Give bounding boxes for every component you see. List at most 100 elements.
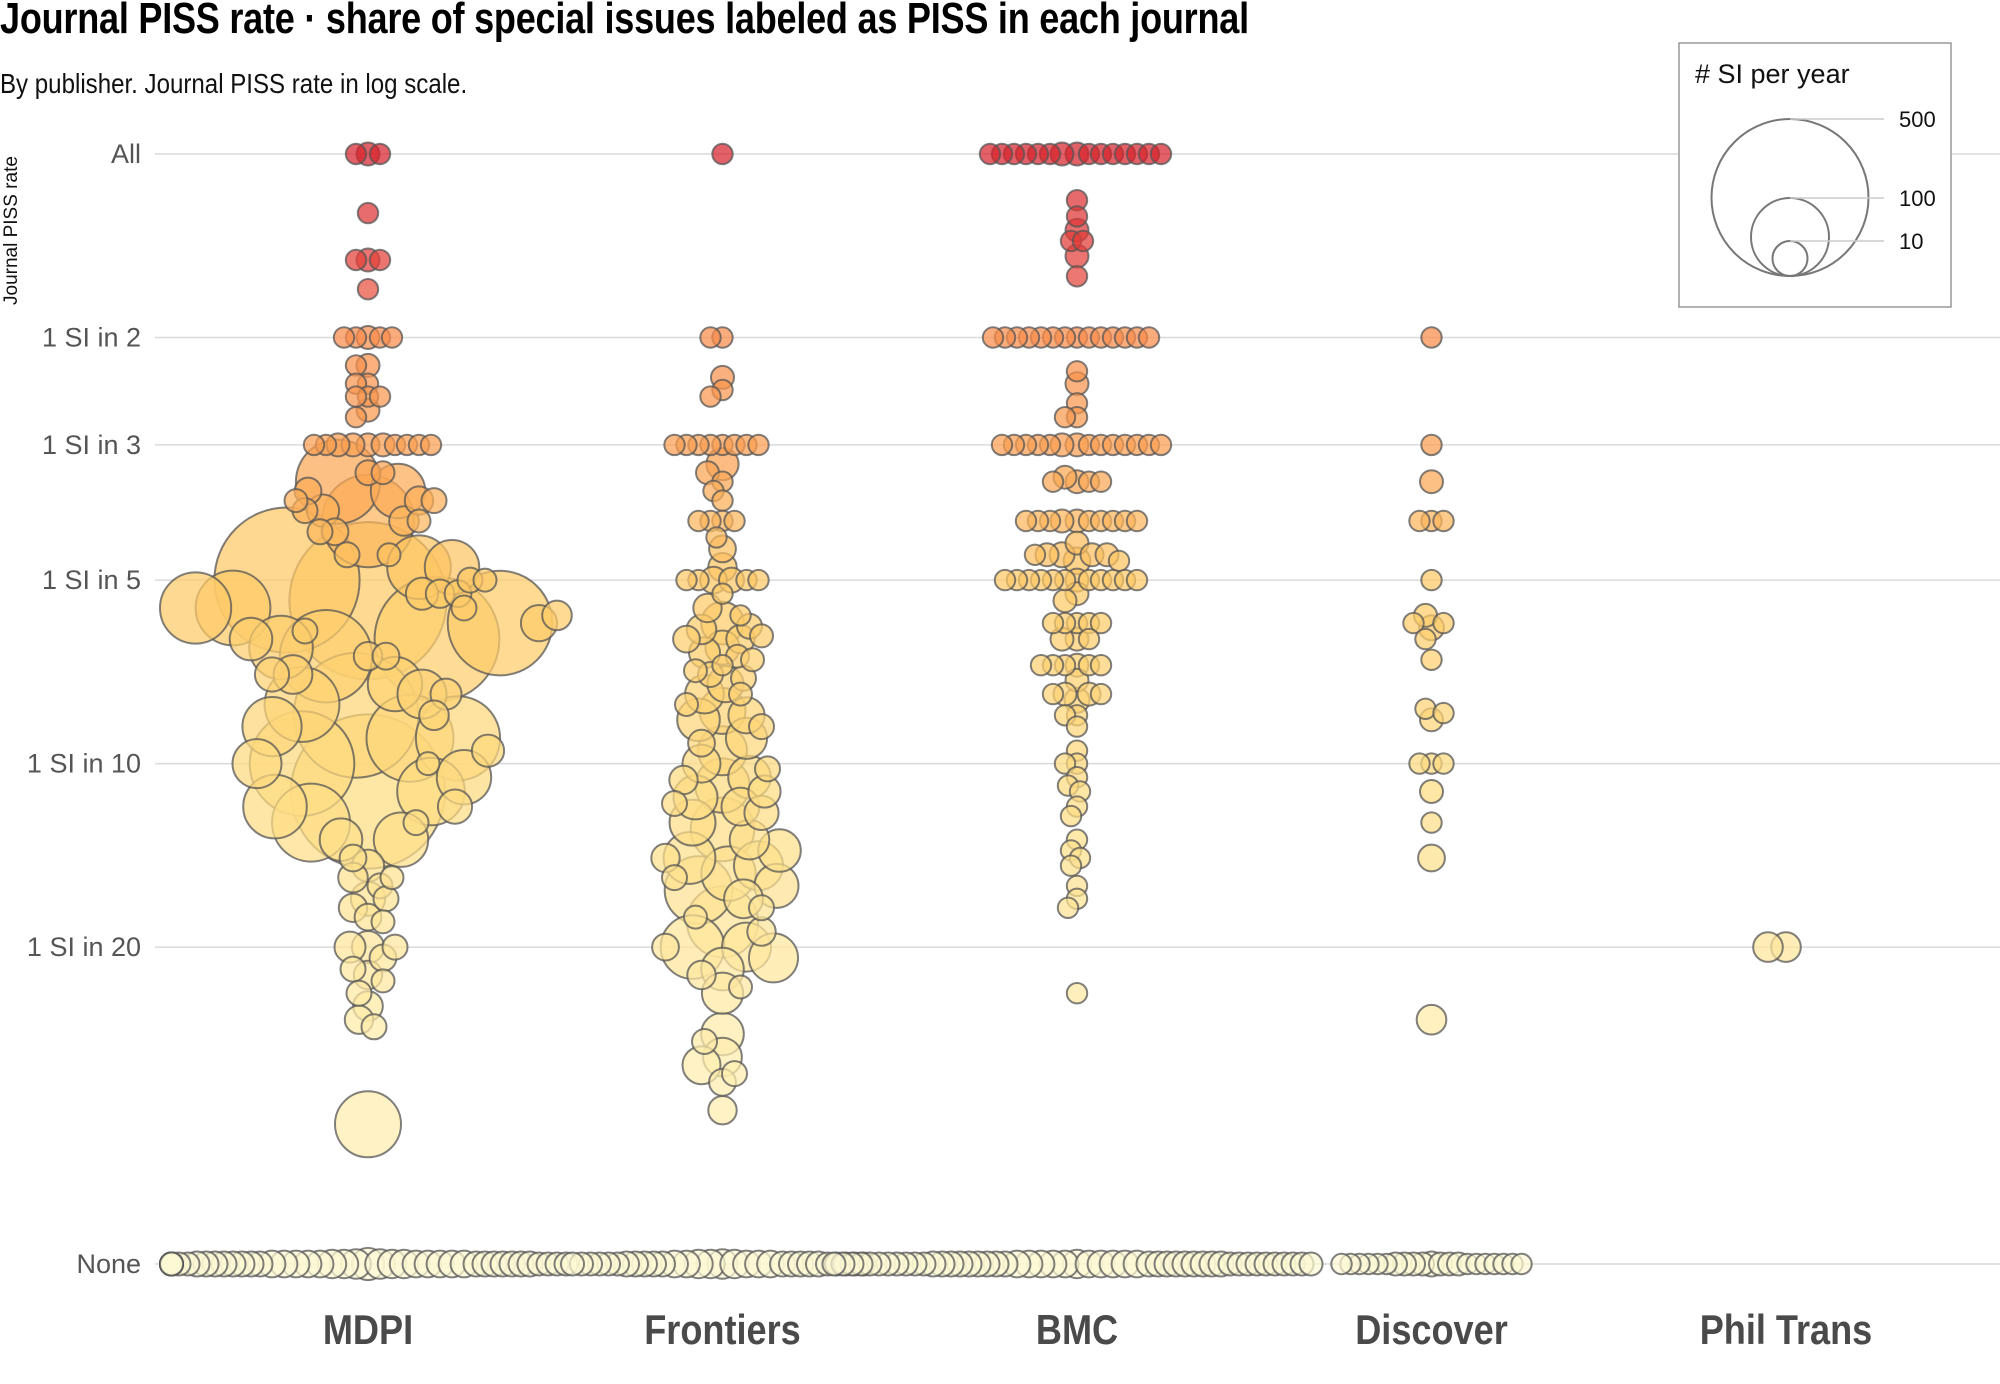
bubble-frontiers <box>691 1028 718 1055</box>
bubble-discover <box>1420 433 1443 457</box>
y-axis-label: Journal PISS rate <box>1 156 22 305</box>
bubble-discover <box>1432 701 1455 725</box>
bubble-frontiers <box>749 623 774 649</box>
bubble-mdpi <box>450 594 478 622</box>
bubble-discover <box>1408 752 1431 775</box>
x-category-label: Discover <box>1355 1308 1508 1354</box>
bubble-bmc <box>1089 611 1113 635</box>
bubble-discover <box>1417 843 1446 873</box>
bubble-frontiers <box>746 916 777 947</box>
bubble-frontiers <box>723 509 746 533</box>
legend-value-label: 500 <box>1899 107 1936 132</box>
y-tick-label: 1 SI in 10 <box>27 749 141 779</box>
bubble-mdpi <box>344 142 368 166</box>
bubble-mdpi <box>376 542 402 568</box>
bubble-mdpi <box>283 488 309 514</box>
bubble-frontiers <box>705 526 728 549</box>
bubble-discover <box>1420 568 1443 592</box>
bubble-mdpi <box>420 487 448 515</box>
bubble-mdpi <box>332 326 356 349</box>
bubble-mdpi <box>231 738 283 790</box>
bubble-mdpi <box>368 142 392 166</box>
bubble-bmc <box>1089 470 1113 493</box>
bubble-bmc <box>1125 568 1149 592</box>
bubble-frontiers <box>711 489 734 512</box>
bubble-bmc <box>990 433 1014 457</box>
bubble-bmc <box>821 1251 847 1277</box>
bubble-mdpi <box>334 1090 402 1159</box>
bubble-bmc <box>1041 682 1065 706</box>
bubble-discover <box>1414 697 1437 720</box>
bubble-mdpi <box>419 433 443 457</box>
bubble-bmc <box>1059 854 1083 877</box>
bubble-mdpi <box>228 616 274 662</box>
legend-value-label: 10 <box>1899 229 1923 254</box>
bubble-mdpi <box>472 567 498 593</box>
legend-box <box>1678 42 1952 308</box>
bubble-frontiers <box>651 932 680 962</box>
bubble-mdpi <box>436 788 474 825</box>
bubble-mdpi <box>345 979 373 1007</box>
bubble-mdpi <box>415 751 441 777</box>
bubble-frontiers <box>707 1095 738 1126</box>
bubble-bmc <box>1023 543 1047 566</box>
bubble-frontiers <box>668 764 699 796</box>
bubble-bmc <box>1149 433 1173 457</box>
bubble-discover <box>1420 811 1443 834</box>
x-category-label: Phil Trans <box>1700 1308 1873 1354</box>
bubble-bmc <box>981 326 1005 349</box>
bubble-bmc <box>1065 360 1089 383</box>
bubble-frontiers <box>675 568 698 592</box>
y-axis-ticks: All 1 SI in 2 1 SI in 3 1 SI in 5 1 SI in 10… <box>27 139 141 1279</box>
bubble-mdpi <box>302 433 326 457</box>
bubble-mdpi <box>344 385 368 408</box>
bubble-mdpi <box>406 508 432 534</box>
bubble-mdpi <box>372 885 400 913</box>
bubble-mdpi <box>368 248 392 272</box>
bubble-frontiers <box>721 1060 748 1088</box>
bubble-frontiers <box>728 681 753 707</box>
bubble-frontiers <box>672 624 701 654</box>
bubble-bmc <box>1089 682 1113 706</box>
bubble-discover <box>1432 509 1455 533</box>
bubble-frontiers <box>663 433 686 457</box>
bubble-frontiers <box>748 894 775 922</box>
x-category-label: BMC <box>1036 1308 1118 1354</box>
bubble-discover <box>1414 627 1437 651</box>
size-legend: # SI per year 500 100 10 <box>1678 42 1952 308</box>
bubble-discover <box>1432 752 1455 775</box>
y-tick-label: 1 SI in 20 <box>27 932 141 962</box>
bubble-frontiers <box>687 728 716 758</box>
bubble-frontiers <box>748 713 775 741</box>
bubble-bmc <box>993 568 1017 592</box>
bubble-frontiers <box>674 692 699 717</box>
bubble-mdpi <box>344 248 368 272</box>
legend-title: # SI per year <box>1695 59 1850 89</box>
y-tick-label: None <box>76 1249 141 1279</box>
bubble-mdpi <box>418 699 450 732</box>
bubble-frontiers <box>711 654 734 677</box>
bubble-discover <box>1419 779 1444 804</box>
bubble-bmc <box>1052 588 1078 614</box>
bubble-mdpi <box>253 656 291 693</box>
bubble-frontiers <box>740 647 765 673</box>
bubble-mdpi <box>159 571 233 645</box>
y-tick-label: 1 SI in 3 <box>42 430 141 460</box>
bubble-frontiers <box>686 959 717 991</box>
legend-value-label: 100 <box>1899 186 1936 211</box>
bubble-bmc <box>1065 982 1089 1005</box>
bubble-bmc <box>1065 715 1089 738</box>
bubble-bmc <box>1089 654 1113 677</box>
chart-title: Journal PISS rate · share of special iss… <box>0 0 1249 43</box>
x-category-label: Frontiers <box>644 1308 800 1354</box>
bubble-mdpi <box>338 843 368 873</box>
bubble-frontiers <box>699 385 722 408</box>
bubble-bmc <box>1056 896 1080 919</box>
bubble-mdpi <box>368 385 392 408</box>
bubble-bmc <box>1041 470 1065 493</box>
bubble-mdpi <box>381 933 409 961</box>
bubble-discover <box>1408 509 1431 533</box>
bubble-bmc <box>1041 611 1065 635</box>
bubble-mdpi <box>356 278 380 301</box>
